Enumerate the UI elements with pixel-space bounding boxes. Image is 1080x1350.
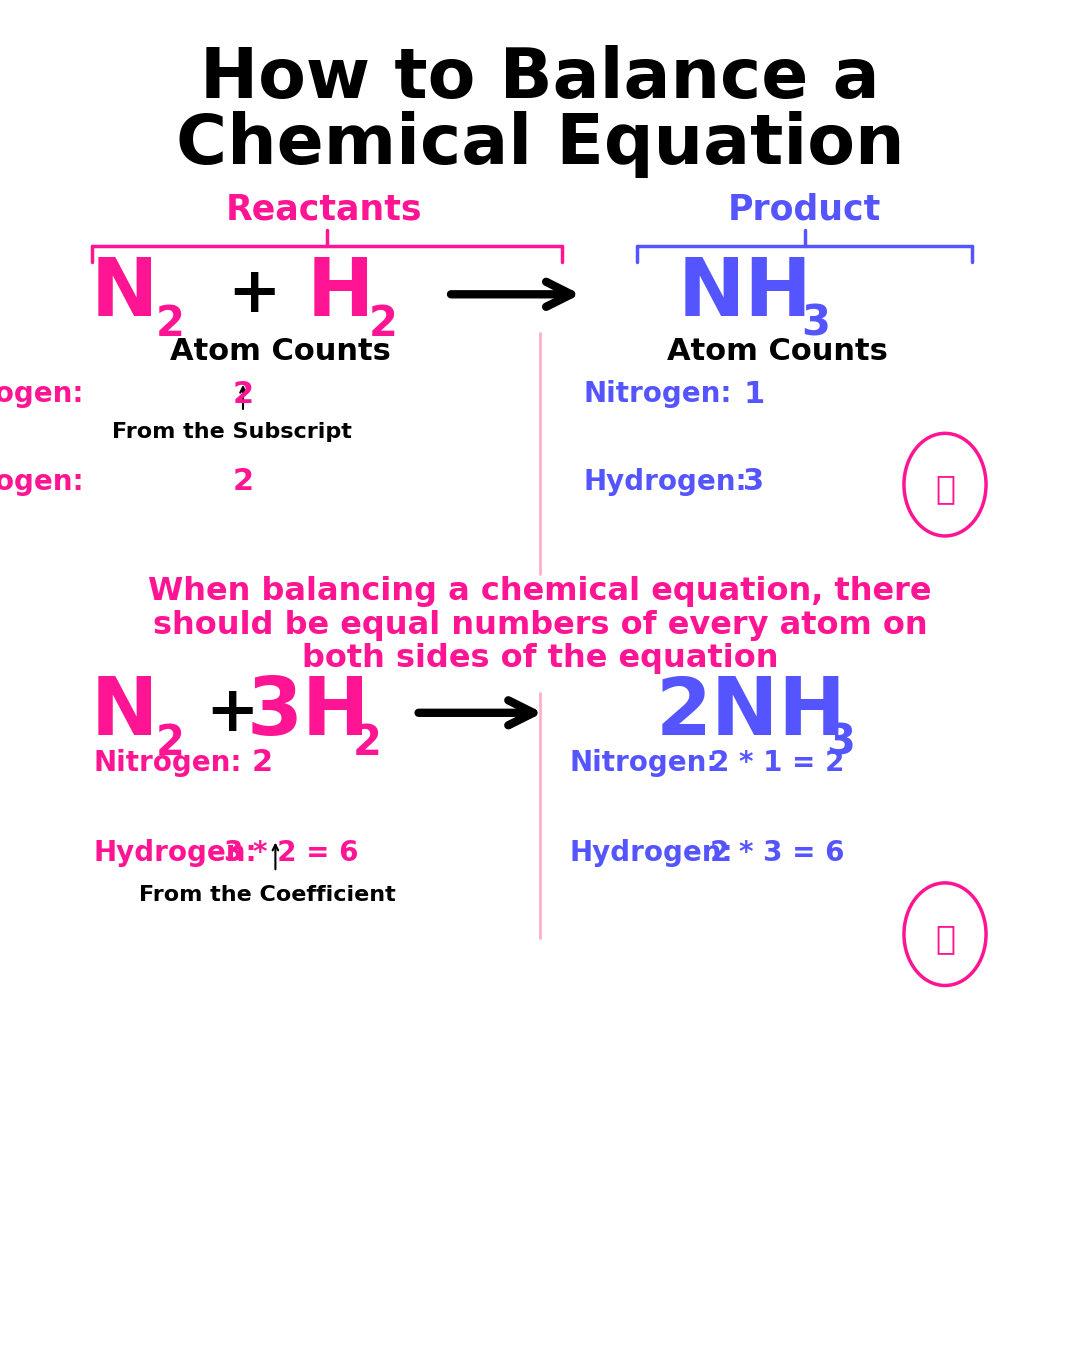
Text: Hydrogen:: Hydrogen: xyxy=(583,468,747,495)
Text: Nitrogen:: Nitrogen: xyxy=(569,749,718,776)
Text: 2NH: 2NH xyxy=(656,674,846,752)
Text: 3: 3 xyxy=(743,467,765,497)
Text: 3: 3 xyxy=(801,302,829,346)
Text: 2: 2 xyxy=(252,748,273,778)
Text: 2: 2 xyxy=(353,721,381,764)
Text: Chemical Equation: Chemical Equation xyxy=(176,111,904,178)
Text: Nitrogen:: Nitrogen: xyxy=(94,749,242,776)
Text: Hydrogen:: Hydrogen: xyxy=(569,840,733,867)
Text: How to Balance a: How to Balance a xyxy=(200,45,880,112)
Text: Reactants: Reactants xyxy=(226,192,422,227)
Text: Atom Counts: Atom Counts xyxy=(171,336,391,366)
Text: H: H xyxy=(307,255,374,333)
Text: +: + xyxy=(205,682,259,744)
Text: 1: 1 xyxy=(743,379,765,409)
Text: From the Coefficient: From the Coefficient xyxy=(139,886,396,904)
Text: 2: 2 xyxy=(157,302,185,346)
Text: Atom Counts: Atom Counts xyxy=(667,336,888,366)
Text: N: N xyxy=(91,255,158,333)
Text: From the Subscript: From the Subscript xyxy=(112,423,352,441)
Text: 👍: 👍 xyxy=(935,922,955,954)
Text: +: + xyxy=(227,263,281,325)
Text: Nitrogen:: Nitrogen: xyxy=(583,381,732,408)
Text: both sides of the equation: both sides of the equation xyxy=(301,644,779,674)
Text: N: N xyxy=(91,674,158,752)
Text: 2 * 3 = 6: 2 * 3 = 6 xyxy=(711,840,845,867)
Text: When balancing a chemical equation, there: When balancing a chemical equation, ther… xyxy=(148,576,932,606)
Text: should be equal numbers of every atom on: should be equal numbers of every atom on xyxy=(152,610,928,640)
Text: 2 * 1 = 2: 2 * 1 = 2 xyxy=(711,749,845,776)
Text: 2: 2 xyxy=(157,721,185,764)
Text: 2: 2 xyxy=(232,379,254,409)
Text: Nitrogen:: Nitrogen: xyxy=(0,381,103,408)
Text: 2: 2 xyxy=(369,302,397,346)
Text: Product: Product xyxy=(728,192,881,227)
Text: NH: NH xyxy=(678,255,812,333)
Text: 3 * 2 = 6: 3 * 2 = 6 xyxy=(225,840,359,867)
Text: 2: 2 xyxy=(232,467,254,497)
Text: 👎: 👎 xyxy=(935,472,955,505)
Text: Hydrogen:: Hydrogen: xyxy=(94,840,258,867)
Text: 3: 3 xyxy=(826,721,854,764)
Text: 3H: 3H xyxy=(246,674,369,752)
Text: Hydrogen:: Hydrogen: xyxy=(0,468,103,495)
